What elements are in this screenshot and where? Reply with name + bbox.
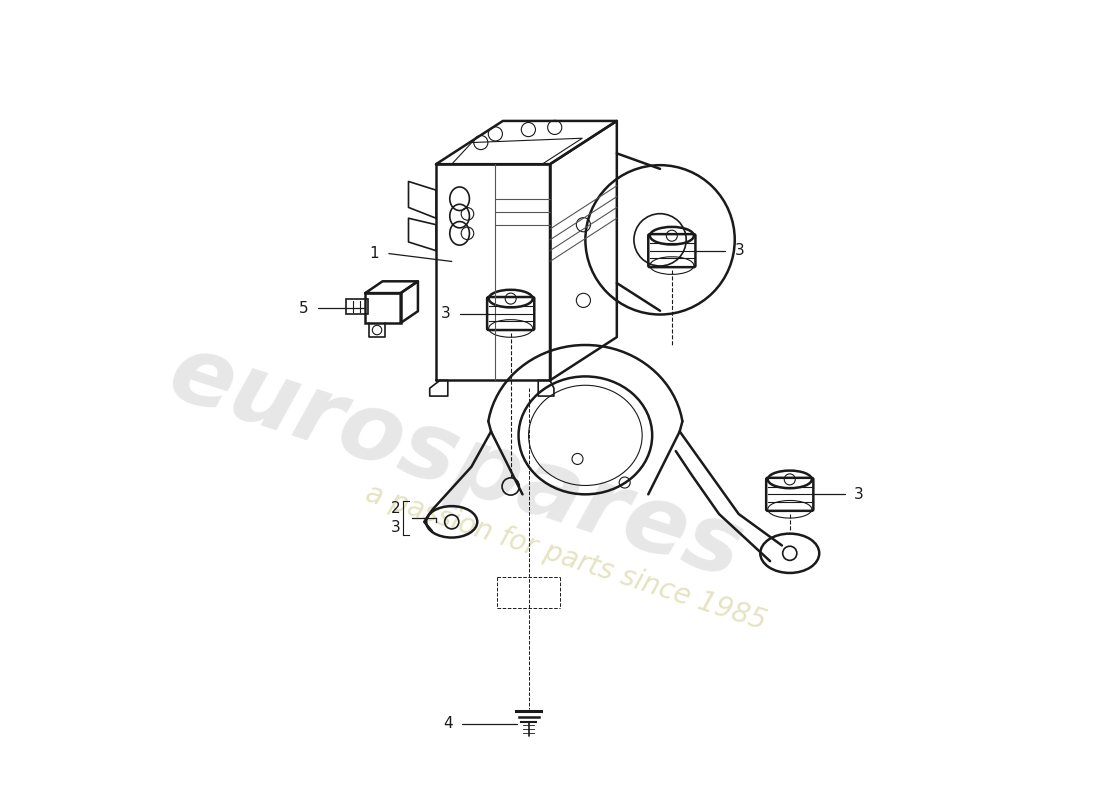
Text: 2: 2 <box>390 501 400 516</box>
Text: a passion for parts since 1985: a passion for parts since 1985 <box>362 479 770 635</box>
Text: 3: 3 <box>390 520 400 535</box>
Bar <box>365 293 400 323</box>
Text: 3: 3 <box>735 243 745 258</box>
Text: eurospares: eurospares <box>157 327 754 599</box>
Text: 3: 3 <box>440 306 450 321</box>
Text: 4: 4 <box>443 716 452 731</box>
Text: 3: 3 <box>855 487 864 502</box>
Bar <box>345 299 367 314</box>
Text: 5: 5 <box>299 301 309 315</box>
Text: 1: 1 <box>370 246 379 261</box>
